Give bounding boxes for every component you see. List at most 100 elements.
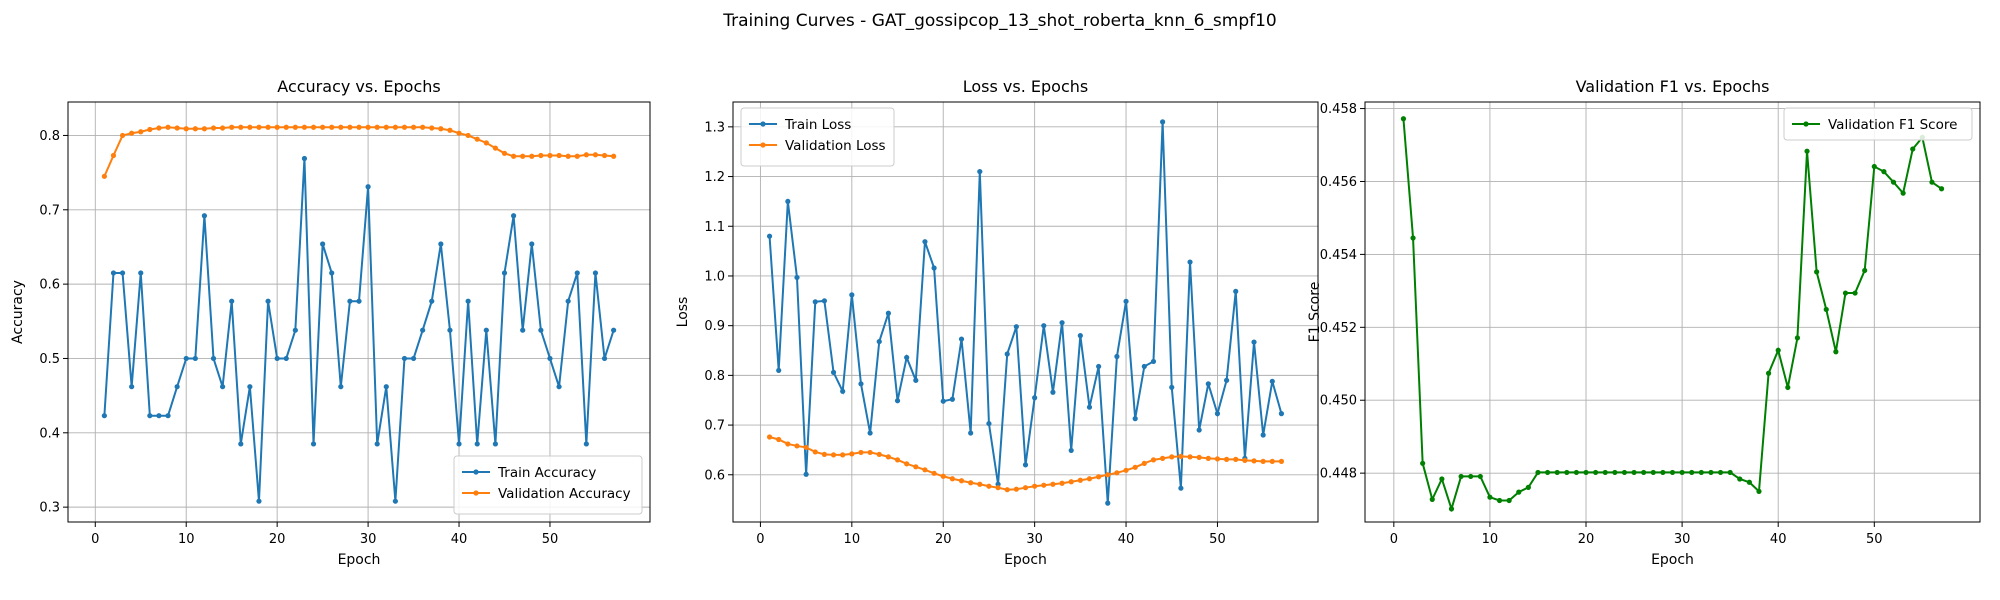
data-point xyxy=(812,299,818,305)
data-point xyxy=(474,136,480,142)
data-point xyxy=(1737,476,1743,482)
chart-panel-2: 0 10 20 30 40 50 0.6 0.7 0.8 0.9 1.0 1.1 1.2 1.3 Loss … xyxy=(675,77,1319,568)
data-point xyxy=(447,327,453,333)
data-point xyxy=(940,398,946,404)
data-point xyxy=(1233,456,1239,462)
data-point xyxy=(156,125,162,131)
chart-title: Loss vs. Epochs xyxy=(963,77,1088,96)
data-point xyxy=(1013,486,1019,492)
legend-box xyxy=(1783,107,1973,141)
data-point xyxy=(1187,454,1193,460)
data-point xyxy=(1679,469,1685,476)
data-point xyxy=(410,124,417,130)
data-point xyxy=(347,298,353,304)
x-tick-label: 30 xyxy=(1026,532,1043,547)
data-point xyxy=(347,124,353,130)
data-point xyxy=(1059,320,1065,326)
data-point xyxy=(1506,497,1512,504)
data-point xyxy=(1535,469,1541,476)
data-point xyxy=(1525,484,1531,490)
data-point xyxy=(601,355,608,362)
data-point xyxy=(1756,488,1762,494)
data-point xyxy=(119,270,126,276)
data-point xyxy=(876,451,882,458)
y-tick-label: 0.452 xyxy=(1320,321,1357,336)
legend-entry: Validation F1 Score xyxy=(1828,117,1957,133)
data-point xyxy=(867,430,873,436)
data-point xyxy=(1400,116,1407,122)
data-point xyxy=(1196,427,1202,433)
data-point xyxy=(292,124,298,130)
x-axis-label: Epoch xyxy=(1004,552,1047,568)
data-point xyxy=(1223,377,1230,383)
data-point xyxy=(1169,454,1175,460)
data-point xyxy=(1794,335,1801,341)
chart-panel-3: 0 10 20 30 40 50 0.448 0.450 0.452 0.454 0.456 0.45… xyxy=(1307,77,1981,568)
data-point xyxy=(840,388,846,394)
data-point xyxy=(1022,462,1029,468)
data-point xyxy=(1123,467,1129,473)
x-tick-label: 10 xyxy=(1482,532,1499,547)
data-point xyxy=(1050,389,1056,395)
data-point xyxy=(129,384,135,390)
data-point xyxy=(1178,453,1184,459)
x-tick-label: 0 xyxy=(91,532,99,547)
data-point xyxy=(165,124,171,130)
data-point xyxy=(320,124,326,130)
y-tick-label: 1.0 xyxy=(704,269,725,284)
data-point xyxy=(1068,447,1074,454)
data-point xyxy=(183,355,189,362)
legend-entry: Validation Loss xyxy=(785,138,886,154)
data-point xyxy=(1468,473,1474,480)
data-point xyxy=(940,473,946,479)
data-point xyxy=(274,355,280,362)
data-point xyxy=(1554,469,1560,476)
data-point xyxy=(465,298,471,304)
data-point xyxy=(192,355,198,362)
data-point xyxy=(1068,479,1074,485)
data-point xyxy=(931,265,937,271)
data-point xyxy=(229,298,235,304)
data-point xyxy=(310,124,317,130)
data-point xyxy=(1717,469,1724,476)
data-point xyxy=(565,298,571,304)
data-point xyxy=(1785,384,1791,391)
data-point xyxy=(1669,469,1676,476)
data-point xyxy=(583,441,589,447)
data-point xyxy=(101,173,107,179)
data-point xyxy=(1278,411,1285,417)
data-point xyxy=(986,420,992,427)
data-point xyxy=(977,481,983,487)
data-point xyxy=(520,153,526,159)
data-point xyxy=(1022,485,1029,491)
data-point xyxy=(147,126,153,133)
data-point xyxy=(1205,381,1211,387)
data-point xyxy=(1233,288,1239,294)
data-point xyxy=(174,125,180,131)
data-point xyxy=(110,270,117,276)
x-tick-label: 10 xyxy=(844,532,861,547)
data-point xyxy=(1004,351,1010,357)
data-point xyxy=(410,355,417,362)
data-point xyxy=(1032,483,1038,489)
data-point xyxy=(247,124,253,130)
data-point xyxy=(492,145,499,151)
y-tick-label: 0.454 xyxy=(1320,248,1357,263)
y-tick-label: 0.3 xyxy=(39,501,60,516)
x-tick-label: 40 xyxy=(1770,532,1787,547)
data-point xyxy=(274,124,280,130)
data-point xyxy=(1178,485,1184,491)
legend-swatch-marker xyxy=(473,469,479,475)
data-point xyxy=(1223,456,1230,462)
series-line-2 xyxy=(103,126,614,177)
data-point xyxy=(365,184,371,190)
data-point xyxy=(247,384,253,390)
x-tick-label: 50 xyxy=(542,532,559,547)
y-tick-label: 0.8 xyxy=(39,129,60,144)
y-tick-label: 0.5 xyxy=(39,352,60,367)
chart-panel-1: 0 10 20 30 40 50 0.3 0.4 0.5 0.6 0.7 0.8 Accuracy vs… xyxy=(10,77,651,568)
data-point xyxy=(592,270,599,276)
data-point xyxy=(1708,469,1714,476)
data-point xyxy=(611,327,617,333)
